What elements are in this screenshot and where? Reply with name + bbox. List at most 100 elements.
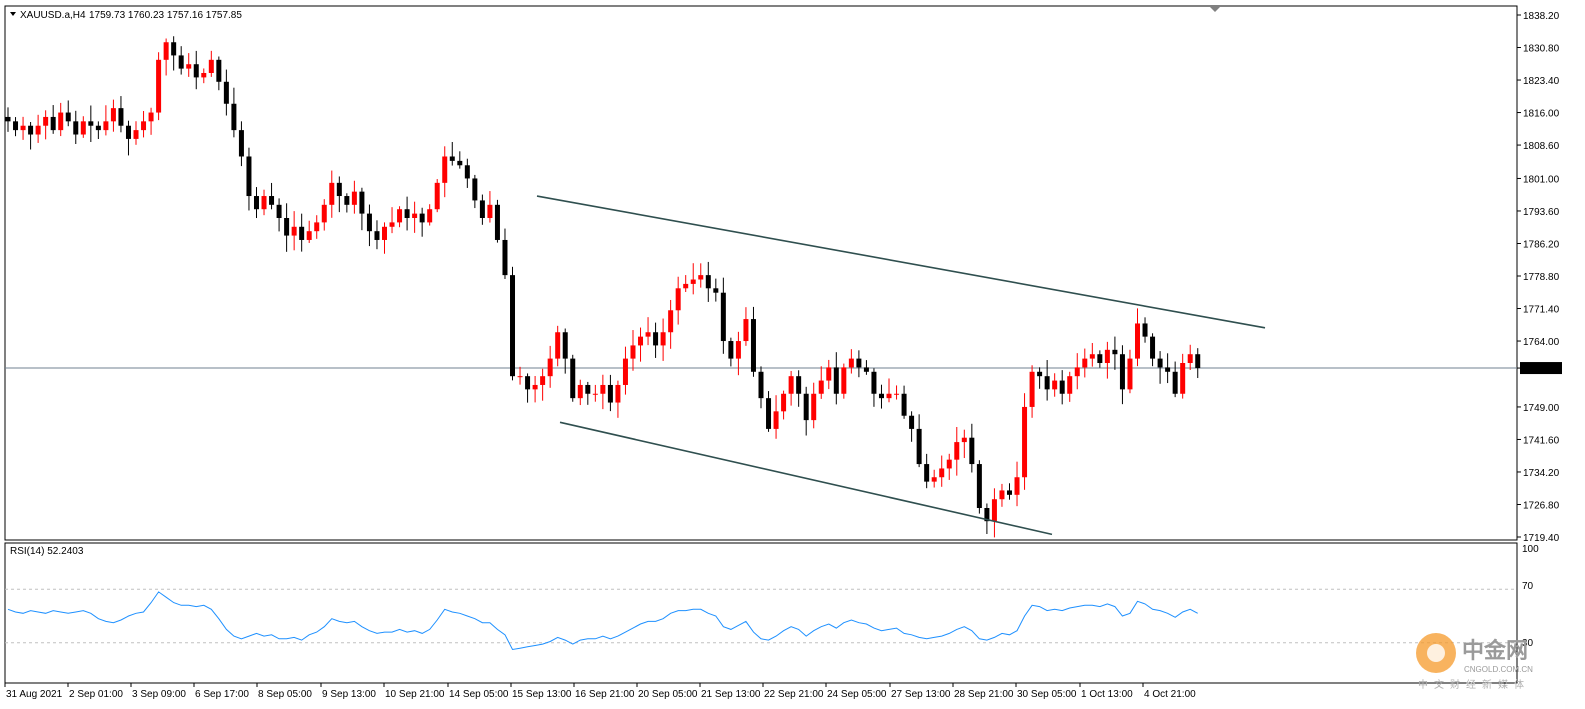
symbol-dropdown-icon[interactable] — [10, 12, 16, 16]
price-tick-label: 1741.60 — [1523, 435, 1560, 446]
candle-body — [1037, 371, 1043, 377]
candle-body — [366, 213, 372, 232]
candle-body — [1172, 371, 1178, 394]
candle-body — [442, 156, 448, 183]
price-tick-label: 1771.40 — [1523, 305, 1560, 316]
price-tick-label: 1808.60 — [1523, 141, 1560, 152]
candle-body — [856, 358, 862, 368]
main-plot-frame — [4, 5, 1518, 541]
candle-body — [502, 239, 508, 276]
time-tick-label: 10 Sep 21:00 — [385, 689, 445, 700]
candle-body — [43, 116, 49, 126]
candle-body — [1067, 376, 1073, 394]
candle-body — [615, 384, 621, 403]
candle-body — [1029, 371, 1035, 407]
candle-body — [826, 367, 832, 381]
candle-body — [705, 275, 711, 289]
candle-body — [630, 345, 636, 359]
candle-body — [788, 376, 794, 394]
candle-body — [284, 218, 290, 236]
price-axis: 1838.20 1830.80 1823.40 1816.00 1808.60 1801.… — [1517, 11, 1562, 544]
candle-body — [58, 112, 64, 131]
time-tick-label: 8 Sep 05:00 — [258, 689, 312, 700]
candle-body — [125, 125, 131, 139]
time-tick-label: 14 Sep 05:00 — [449, 689, 509, 700]
candle-body — [848, 358, 854, 368]
candle-body — [562, 332, 568, 359]
candle-body — [675, 288, 681, 311]
time-tick-label: 3 Sep 09:00 — [132, 689, 186, 700]
price-tick-label: 1838.20 — [1523, 11, 1560, 22]
candle-body — [660, 332, 666, 346]
candle-body — [1022, 406, 1028, 478]
candle-body — [306, 231, 312, 240]
candle-body — [434, 182, 440, 210]
candle-body — [261, 196, 267, 210]
candle-body — [103, 121, 109, 131]
candle-body — [1082, 358, 1088, 368]
candle-body — [344, 196, 350, 205]
candle-body — [238, 130, 244, 157]
watermark-name: 中金网 — [1462, 638, 1528, 664]
candle-body — [88, 121, 94, 126]
candle-body — [931, 477, 937, 482]
channel-lower-line — [559, 421, 1053, 536]
candle-body — [299, 226, 305, 240]
cngold-watermark: 中金网 CNGOLD.COM.CN 中文财经新媒体 — [1416, 633, 1533, 691]
candle-body — [796, 376, 802, 394]
candle-body — [1044, 376, 1050, 390]
candle-body — [781, 393, 787, 412]
candle-body — [811, 393, 817, 421]
candle-body — [1097, 354, 1103, 363]
candle-body — [909, 415, 915, 429]
candle-body — [1089, 354, 1095, 359]
candle-body — [208, 59, 214, 73]
candle-body — [13, 121, 19, 131]
candle-body — [773, 411, 779, 429]
candle-body — [397, 209, 403, 223]
candle-body — [231, 103, 237, 131]
candle-body — [961, 437, 967, 443]
candle-body — [540, 376, 546, 385]
candle-body — [585, 384, 591, 394]
rsi-level-30: 30 — [1522, 638, 1534, 649]
candle-body — [457, 160, 463, 166]
candle-body — [1052, 380, 1058, 390]
time-tick-label: 4 Oct 21:00 — [1144, 689, 1196, 700]
candle-body — [683, 283, 689, 289]
candle-body — [1180, 363, 1186, 394]
time-tick-label: 16 Sep 21:00 — [575, 689, 635, 700]
candle-body — [163, 42, 169, 60]
candle-body — [886, 393, 892, 399]
candle-body — [193, 64, 199, 78]
rsi-label: RSI(14) 52.2403 — [10, 546, 84, 557]
candle-body — [321, 204, 327, 223]
ohlc-readout: 1759.73 1760.23 1757.16 1757.85 — [89, 10, 242, 21]
candle-body — [171, 42, 177, 56]
shift-marker-icon[interactable] — [1210, 7, 1220, 12]
candle-body — [1157, 358, 1163, 368]
candle-body — [525, 376, 531, 390]
candle-body — [1195, 354, 1201, 369]
watermark-domain: CNGOLD.COM.CN — [1464, 665, 1533, 674]
candle-body — [186, 64, 192, 69]
candle-body — [472, 178, 478, 201]
candle-body — [570, 358, 576, 399]
candle-body — [976, 464, 982, 508]
candle-body — [1187, 354, 1193, 363]
candle-body — [1119, 354, 1125, 390]
channel-upper-line — [536, 195, 1266, 329]
candle-body — [939, 468, 945, 478]
candle-body — [600, 384, 606, 394]
candle-body — [133, 130, 139, 139]
candle-body — [389, 222, 395, 227]
candle-body — [698, 275, 704, 280]
time-tick-label: 30 Sep 05:00 — [1017, 689, 1077, 700]
price-tick-label: 1823.40 — [1523, 76, 1560, 87]
candle-body — [1059, 380, 1065, 394]
candle-body — [758, 371, 764, 399]
price-tick-label: 1786.20 — [1523, 239, 1560, 250]
candle-body — [999, 490, 1005, 500]
candle-body — [766, 398, 772, 429]
time-tick-label: 9 Sep 13:00 — [322, 689, 376, 700]
